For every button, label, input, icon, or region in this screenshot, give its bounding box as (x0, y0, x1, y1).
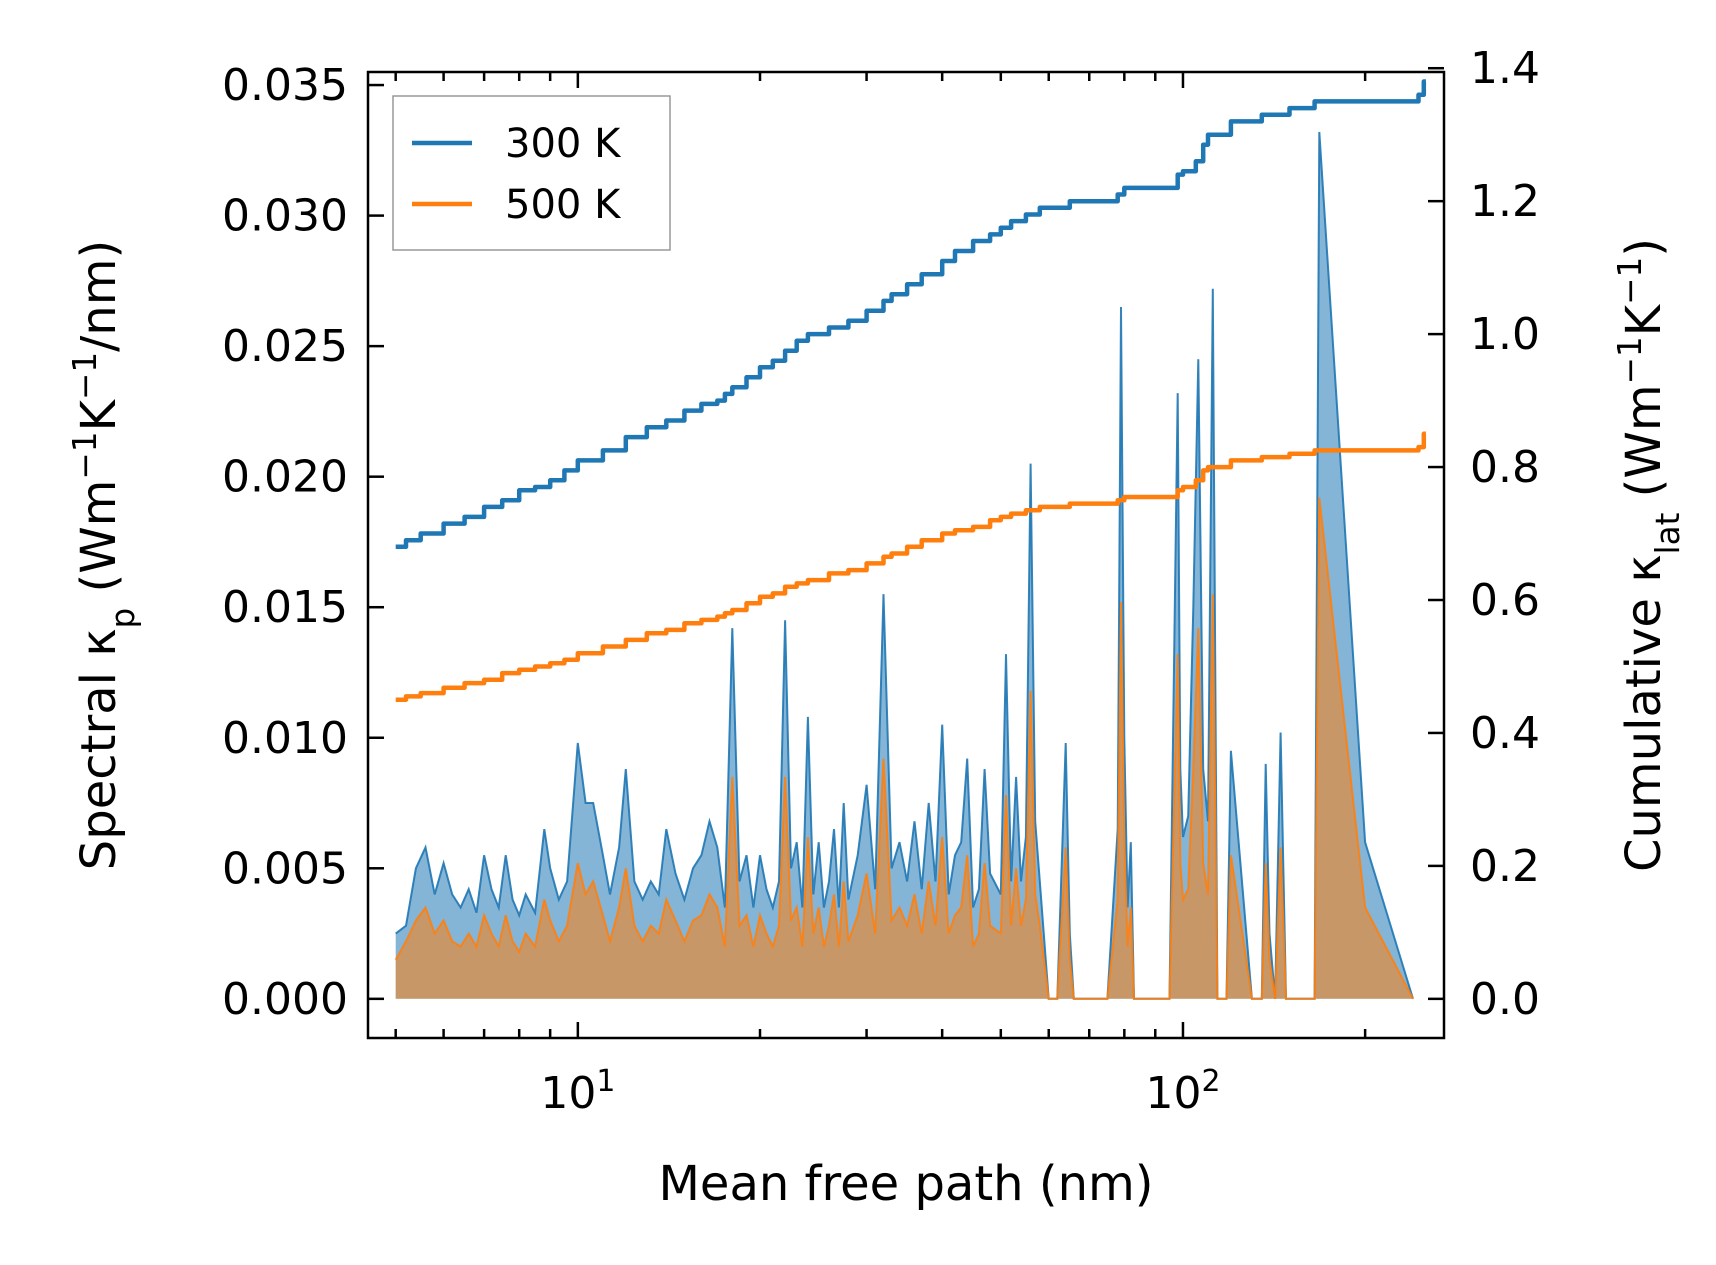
axis-labels: 0.000 0.005 0.010 0.015 0.020 0.025 0.030 0.035… (66, 43, 1687, 1212)
y-left-tick-label: 0.030 (222, 191, 348, 242)
y-right-tick-label: 0.0 (1470, 974, 1540, 1025)
y-left-tick-label: 0.020 (222, 452, 348, 503)
y-right-tick-label: 0.6 (1470, 575, 1540, 626)
x-tick-label: 102 (1145, 1064, 1220, 1120)
y-right-tick-label: 0.2 (1470, 841, 1540, 892)
legend: 300 K 500 K (392, 95, 671, 251)
y-right-tick-label: 0.4 (1470, 708, 1540, 759)
x-tick-label: 101 (540, 1064, 615, 1120)
y-right-tick-label: 1.2 (1470, 176, 1540, 227)
y-left-tick-label: 0.005 (222, 843, 348, 894)
legend-box (392, 95, 671, 251)
y-left-tick-label: 0.010 (222, 713, 348, 764)
spectral-line-500-k (394, 497, 1414, 1000)
x-axis-label: Mean free path (nm) (659, 1156, 1154, 1212)
cumulative-line-500-k (395, 431, 1427, 702)
y-right-tick-label: 0.8 (1470, 442, 1540, 493)
y-left-tick-label: 0.025 (222, 321, 348, 372)
spectral-fill-500-k (395, 497, 1413, 999)
legend-label-500-k: 500 K (505, 182, 622, 228)
y-left-tick-label: 0.015 (222, 582, 348, 633)
cumulative-line-layer (395, 79, 1427, 702)
y-left-tick-label: 0.035 (222, 60, 348, 111)
spectral-fill-layer (394, 131, 1414, 1000)
cumulative-line-300-k (395, 79, 1427, 550)
y-left-axis-label: Spectral κp (Wm−1K−1/nm) (66, 240, 142, 870)
y-right-tick-label: 1.4 (1470, 43, 1540, 94)
plot-frame (366, 70, 1446, 1040)
y-left-tick-label: 0.000 (222, 974, 348, 1025)
legend-label-300-k: 300 K (505, 121, 622, 167)
y-right-axis-label: Cumulative κlat (Wm−1K−1) (1611, 238, 1687, 872)
axis-ticks (368, 66, 1444, 1038)
spectral-fill-300-k (395, 132, 1413, 999)
y-right-tick-label: 1.0 (1470, 309, 1540, 360)
